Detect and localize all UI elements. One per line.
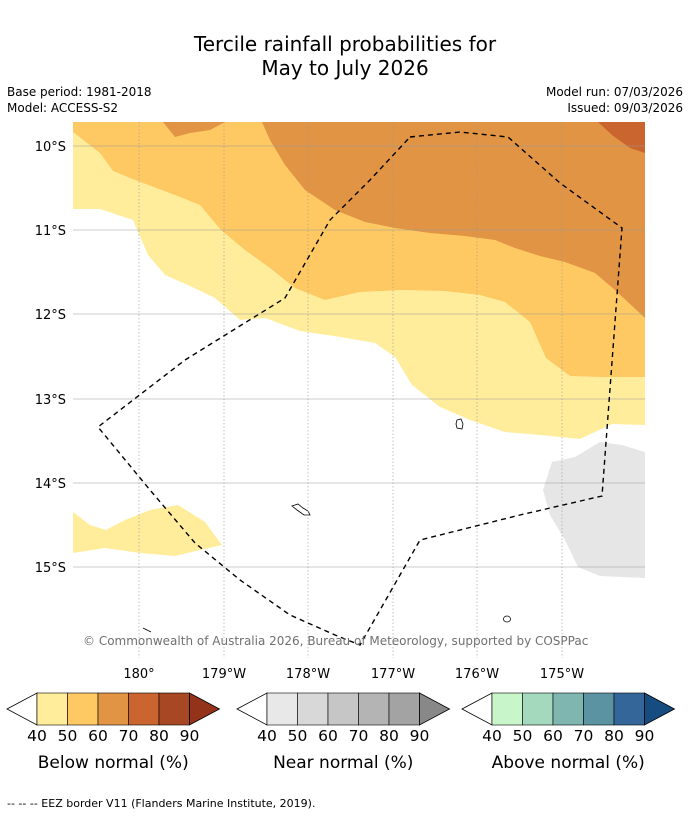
issued-date: Issued: 09/03/2026 [567,101,683,115]
gridlines [73,122,645,658]
model-run: Model run: 07/03/2026 [545,85,683,99]
eez-border [96,131,623,646]
below-normal-colorbar-tick: 70 [118,727,139,745]
near-normal-colorbar-swatch [327,692,359,726]
near-normal-colorbar-tick: 50 [287,727,308,745]
lon-label: 178°W [286,667,330,682]
lon-label: 179°W [202,667,246,682]
above-normal-colorbar-swatch [552,692,584,726]
near-normal-colorbar-swatch [266,692,298,726]
below-normal-colorbar-tick: 40 [27,727,47,745]
below-normal-colorbar-swatch [158,692,190,726]
above-normal-colorbar-swatch [583,692,615,726]
lat-label: 10°S [35,140,66,155]
below-40-region-south [73,505,222,556]
lon-label: 177°W [371,667,415,682]
lat-label: 14°S [35,477,66,492]
above-normal-colorbar-tick: 80 [604,727,624,745]
eez-footnote: -- -- -- EEZ border V11 (Flanders Marine… [7,797,316,810]
near-normal-colorbar-low-arrow [236,692,268,726]
near-normal-region [543,442,645,578]
island-d [142,627,152,633]
below-normal-colorbar-swatch [97,692,129,726]
island-c [503,615,511,623]
below-normal-colorbar-tick: 80 [149,727,169,745]
above-normal-colorbar-tick: 60 [543,727,563,745]
above-normal-colorbar-tick: 70 [573,727,594,745]
near-normal-colorbar-tick: 70 [348,727,369,745]
near-normal-colorbar-swatch [358,692,390,726]
map-title-line2: May to July 2026 [261,56,429,80]
above-normal-colorbar-tick: 40 [482,727,502,745]
map-area: © Commonwealth of Australia 2026, Bureau… [73,122,645,658]
lat-label: 12°S [35,308,66,323]
below-normal-colorbar-tick: 60 [88,727,108,745]
near-normal-colorbar-tick: 60 [318,727,338,745]
model-name: Model: ACCESS-S2 [7,101,119,115]
longitude-labels: 180° 179°W 178°W 177°W 176°W 175°W [123,667,584,682]
base-period: Base period: 1981-2018 [7,85,152,99]
below-normal-colorbar-swatch [67,692,99,726]
above-normal-colorbar-swatch [613,692,645,726]
above-normal-colorbar-high-arrow [644,692,676,726]
below-normal-colorbar-low-arrow [6,692,38,726]
near-normal-colorbar-high-arrow [419,692,451,726]
below-normal-colorbar-label: Below normal (%) [37,753,189,773]
above-normal-colorbar-swatch [522,692,554,726]
below-normal-colorbar-swatch [128,692,160,726]
lon-label: 175°W [540,667,584,682]
lat-label: 15°S [35,561,66,576]
above-normal-colorbar-tick: 90 [634,727,655,745]
near-normal-colorbar-label: Near normal (%) [273,753,414,773]
near-normal-colorbar-swatch [388,692,420,726]
lat-label: 13°S [35,393,66,408]
below-normal-colorbar-tick: 50 [57,727,78,745]
below-70-region [598,122,645,153]
above-normal-colorbar-low-arrow [461,692,493,726]
above-normal-colorbar-swatch [491,692,523,726]
map-title-line1: Tercile rainfall probabilities for [193,32,497,56]
colorbars [6,692,676,726]
latitude-labels: 10°S 11°S 12°S 13°S 14°S 15°S [35,140,66,576]
near-normal-colorbar-tick: 40 [257,727,277,745]
lon-label: 176°W [455,667,499,682]
lon-label: 180° [123,667,154,682]
island-b [291,503,311,516]
above-normal-colorbar-tick: 50 [512,727,533,745]
near-normal-colorbar-tick: 80 [379,727,399,745]
below-60-region [163,122,645,318]
island-a [455,418,464,430]
copyright-text: © Commonwealth of Australia 2026, Bureau… [83,634,588,648]
lat-label: 11°S [35,224,66,239]
below-normal-colorbar-swatch [36,692,68,726]
near-normal-colorbar-swatch [297,692,329,726]
below-normal-colorbar-tick: 90 [179,727,200,745]
above-normal-colorbar-label: Above normal (%) [491,753,645,773]
near-normal-colorbar-tick: 90 [409,727,430,745]
below-normal-colorbar-high-arrow [189,692,221,726]
